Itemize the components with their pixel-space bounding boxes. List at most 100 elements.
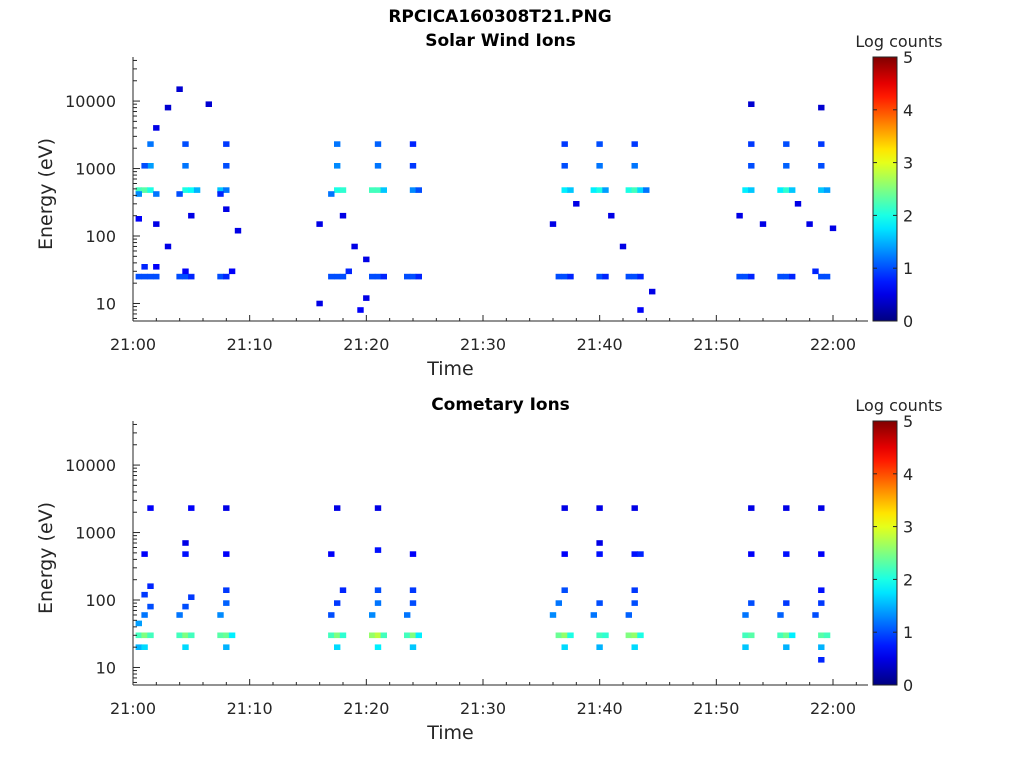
colorbar-tick-label: 1 (903, 623, 913, 642)
heatmap-cell (818, 632, 825, 639)
heatmap-cell (415, 273, 422, 280)
heatmap-cell (748, 273, 755, 280)
x-tick-label: 21:00 (110, 335, 156, 354)
heatmap-cell (596, 505, 603, 511)
heatmap-cell (409, 644, 417, 650)
heatmap-cell (818, 600, 825, 606)
x-tick-label: 21:40 (577, 699, 623, 718)
heatmap-cell (223, 551, 230, 557)
heatmap-cell (223, 632, 230, 639)
heatmap-cell (555, 600, 562, 606)
heatmap-cell (223, 600, 230, 606)
heatmap-cell (188, 594, 195, 600)
heatmap-cell (783, 644, 790, 650)
heatmap-cell (748, 600, 755, 606)
heatmap-cell (141, 163, 148, 169)
colorbar-tick-label: 1 (903, 259, 913, 278)
heatmap-cell (147, 141, 154, 147)
heatmap-cell (783, 600, 790, 606)
heatmap-cell (783, 273, 790, 280)
heatmap-cell (409, 273, 417, 280)
heatmap-cell (777, 187, 784, 193)
heatmap-cell (783, 187, 790, 193)
heatmap-cell (153, 125, 160, 131)
heatmap-cell (596, 540, 603, 546)
heatmap-cell (631, 644, 638, 650)
colorbar-tick-label: 3 (903, 518, 913, 537)
colorbar-tick-label: 5 (903, 412, 913, 431)
heatmap-cell (351, 243, 358, 250)
heatmap-cell (374, 587, 382, 593)
x-tick-label: 22:00 (810, 335, 856, 354)
heatmap-cell (182, 141, 189, 147)
y-tick-label: 10 (96, 294, 116, 313)
heatmap-cell (561, 551, 568, 557)
heatmap-cell (147, 583, 154, 589)
heatmap-cell (818, 551, 825, 557)
heatmap-cell (748, 187, 755, 193)
heatmap-cell (818, 505, 825, 511)
heatmap-cell (234, 227, 242, 234)
y-axis-label: Energy (eV) (35, 502, 57, 614)
heatmap-cell (818, 141, 825, 147)
heatmap-cell (188, 212, 195, 219)
x-tick-label: 22:00 (810, 699, 856, 718)
heatmap-cell (631, 163, 638, 169)
heatmap-cell (380, 187, 387, 193)
heatmap-cell (135, 187, 142, 193)
heatmap-cell (188, 505, 195, 511)
heatmap-cell (135, 620, 142, 627)
heatmap-cell (561, 632, 568, 639)
heatmap-cell (409, 551, 417, 557)
heatmap-cell (596, 187, 603, 193)
heatmap-cell (135, 632, 142, 639)
panel-1: 21:00 21:10 21:20 21:30 21:40 21:50 22:0010100… (35, 32, 943, 380)
heatmap-cell (223, 587, 230, 593)
heatmap-cell (748, 101, 755, 107)
heatmap-cell (549, 221, 557, 227)
heatmap-cell (334, 600, 341, 606)
heatmap-cell (135, 191, 142, 197)
heatmap-cell (374, 547, 382, 553)
heatmap-cell (334, 632, 341, 639)
heatmap-cell (141, 644, 148, 650)
heatmap-cell (631, 273, 638, 280)
heatmap-cell (759, 221, 767, 227)
heatmap-cell (369, 187, 376, 193)
x-tick-label: 21:20 (343, 699, 389, 718)
heatmap-cell (789, 632, 796, 639)
heatmap-cell (228, 268, 236, 275)
heatmap-cell (141, 264, 148, 270)
heatmap-cell (404, 632, 411, 639)
colorbar-tick-label: 0 (903, 312, 913, 331)
heatmap-cell (631, 187, 638, 193)
heatmap-cell (135, 273, 142, 280)
heatmap-cell (339, 187, 347, 193)
heatmap-cell (182, 540, 189, 546)
heatmap-cell (182, 603, 189, 610)
heatmap-cell (328, 551, 335, 557)
heatmap-cell (328, 612, 335, 618)
heatmap-cell (415, 187, 422, 193)
heatmap-cell (147, 187, 154, 193)
heatmap-cell (182, 187, 189, 193)
heatmap-cell (637, 273, 644, 280)
heatmap-cell (135, 216, 142, 222)
heatmap-cell (188, 632, 195, 639)
colorbar (872, 56, 898, 322)
heatmap-cell (742, 612, 749, 618)
heatmap-cell (363, 256, 370, 263)
heatmap-cell (602, 632, 609, 639)
heatmap-cell (812, 612, 819, 618)
heatmap-cell (590, 187, 597, 193)
heatmap-cell (176, 632, 183, 639)
heatmap-cell (625, 273, 632, 280)
heatmap-cell (631, 505, 638, 511)
heatmap-cell (135, 644, 142, 650)
heatmap-cell (561, 587, 568, 593)
heatmap-cell (736, 212, 743, 219)
figure-title: RPCICA160308T21.PNG (388, 7, 612, 27)
heatmap-cell (357, 307, 364, 313)
heatmap-cell (339, 632, 347, 639)
